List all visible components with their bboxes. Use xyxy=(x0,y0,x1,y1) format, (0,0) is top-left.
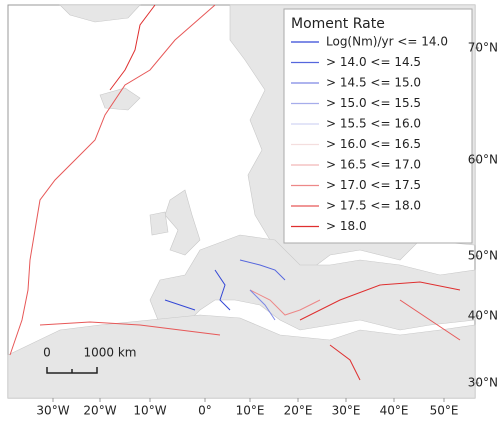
x-tick-label: 0° xyxy=(198,404,212,418)
legend-items: Log(Nm)/yr <= 14.0 > 14.0 <= 14.5 > 14.5 <… xyxy=(291,35,448,233)
fault-aegean xyxy=(249,289,321,316)
fault-alps xyxy=(239,259,286,281)
x-tick-label: 20°W xyxy=(83,404,116,418)
legend-label: > 18.0 xyxy=(326,219,367,233)
britain xyxy=(164,189,201,256)
y-tick-label: 70°N xyxy=(468,41,498,55)
scale-end: 1000 km xyxy=(84,346,137,360)
fault-ridge-north xyxy=(109,4,156,91)
fault-western-alps xyxy=(214,269,231,311)
faults xyxy=(9,4,461,381)
y-tick-label: 40°N xyxy=(468,309,498,323)
x-tick-label: 50°E xyxy=(430,404,459,418)
x-tick-label: 40°E xyxy=(380,404,409,418)
scale-start: 0 xyxy=(43,346,51,360)
x-tick-label: 20°E xyxy=(284,404,313,418)
x-tick-label: 10°W xyxy=(133,404,166,418)
fault-italy xyxy=(249,289,276,321)
y-tick-label: 60°N xyxy=(468,153,498,167)
legend-label: > 15.0 <= 15.5 xyxy=(326,96,421,110)
legend-label: > 15.5 <= 16.0 xyxy=(326,117,421,131)
y-tick-label: 30°N xyxy=(468,376,498,390)
legend-label: Log(Nm)/yr <= 14.0 xyxy=(326,35,448,49)
legend-title: Moment Rate xyxy=(291,16,385,32)
fault-anatolia xyxy=(299,281,461,321)
y-tick-label: 50°N xyxy=(468,249,498,263)
legend-label: > 14.0 <= 14.5 xyxy=(326,55,421,69)
legend-label: > 17.0 <= 17.5 xyxy=(326,178,421,192)
x-tick-label: 30°E xyxy=(332,404,361,418)
legend-label: > 14.5 <= 15.0 xyxy=(326,76,421,90)
legend-label: > 17.5 <= 18.0 xyxy=(326,199,421,213)
legend-label: > 16.5 <= 17.0 xyxy=(326,158,421,172)
fault-azores xyxy=(39,321,221,336)
legend-label: > 16.0 <= 16.5 xyxy=(326,137,421,151)
fault-dead-sea xyxy=(329,344,361,381)
scale-bar xyxy=(46,367,98,374)
axis-labels: 30°W 20°W 10°W 0° 10°E 20°E 30°E 40°E 50°E 70°N 60… xyxy=(36,41,498,418)
fault-iberia xyxy=(164,299,196,311)
iceland xyxy=(99,87,141,111)
ireland xyxy=(149,211,169,236)
fault-ridge xyxy=(9,4,216,356)
fault-zagros xyxy=(399,299,461,341)
x-tick-label: 30°W xyxy=(36,404,69,418)
x-tick-label: 10°E xyxy=(236,404,265,418)
legend-box xyxy=(283,8,473,244)
greenland xyxy=(59,4,141,23)
